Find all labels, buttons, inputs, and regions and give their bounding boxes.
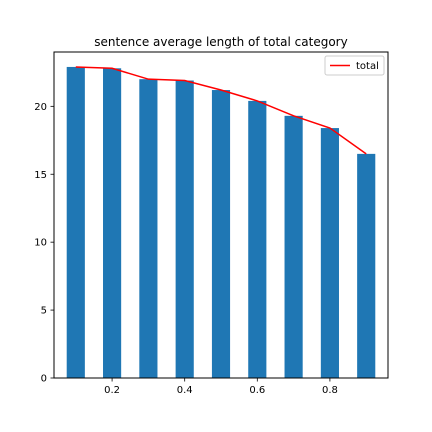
legend-box — [324, 55, 385, 76]
bar — [139, 79, 158, 379]
x-tick-label: 0.8 — [322, 385, 338, 396]
y-tick-label: 5 — [41, 306, 47, 317]
plot-frame — [53, 51, 389, 379]
bar — [175, 80, 194, 379]
series-line-total — [75, 66, 367, 155]
bar — [357, 153, 376, 378]
y-tick-label: 0 — [41, 374, 47, 385]
x-tick-label: 0.4 — [177, 385, 193, 396]
chart-title: sentence average length of total categor… — [94, 35, 347, 49]
y-tick-label: 20 — [34, 102, 47, 113]
y-tick-label: 10 — [34, 238, 47, 249]
x-axis: 0.2 0.4 0.6 0.8 — [104, 378, 338, 396]
bar-group — [66, 66, 376, 379]
bar — [66, 66, 85, 379]
bar — [320, 128, 339, 378]
x-tick-label: 0.2 — [104, 385, 120, 396]
bar — [284, 115, 303, 378]
y-tick-label: 15 — [34, 170, 47, 181]
legend-label-total: total — [356, 61, 379, 72]
line-layer — [75, 66, 367, 155]
legend: total — [324, 55, 385, 76]
bar — [211, 90, 231, 379]
bar — [103, 68, 122, 379]
bar — [248, 100, 267, 379]
y-axis: 0 5 10 15 20 — [34, 102, 54, 385]
x-tick-label: 0.6 — [249, 385, 265, 396]
